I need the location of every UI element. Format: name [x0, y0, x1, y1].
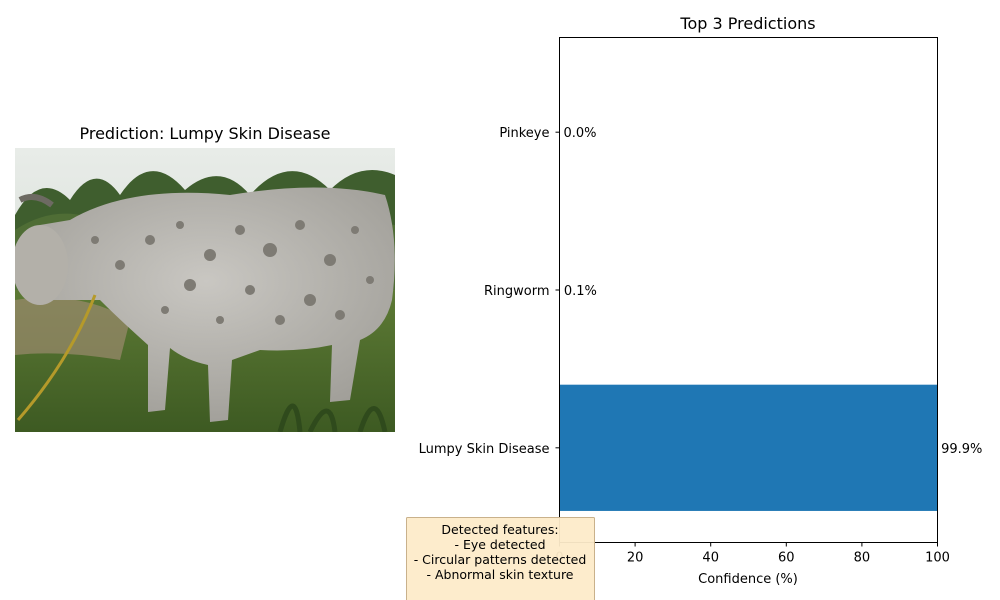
bar-chart: Lumpy Skin Disease 99.9% Ringworm 0.1% Pinke…	[419, 126, 983, 565]
chart-title: Top 3 Predictions	[679, 14, 815, 33]
note-line-3: - Abnormal skin texture	[426, 567, 573, 582]
y-tick-label: Ringworm	[484, 284, 550, 299]
note-line-0: Detected features:	[441, 522, 558, 537]
note-line-2: - Circular patterns detected	[414, 552, 587, 567]
value-label: 0.1%	[564, 284, 597, 299]
detected-features-box: Detected features: - Eye detected - Circ…	[406, 517, 595, 600]
value-label: 99.9%	[941, 442, 982, 457]
y-tick-label: Pinkeye	[499, 126, 549, 141]
image-title: Prediction: Lumpy Skin Disease	[79, 124, 330, 143]
cow-photo	[15, 148, 395, 432]
x-tick-label: 100	[925, 551, 950, 566]
x-tick-label: 40	[702, 551, 719, 566]
x-tick-label: 20	[627, 551, 644, 566]
x-tick-label: 80	[854, 551, 871, 566]
x-axis-label: Confidence (%)	[698, 572, 798, 587]
x-tick-label: 60	[778, 551, 795, 566]
bar-lumpy-skin-disease	[559, 384, 938, 511]
note-line-1: - Eye detected	[454, 537, 545, 552]
value-label: 0.0%	[564, 126, 597, 141]
y-tick-label: Lumpy Skin Disease	[419, 442, 550, 457]
plot-frame	[559, 37, 938, 543]
